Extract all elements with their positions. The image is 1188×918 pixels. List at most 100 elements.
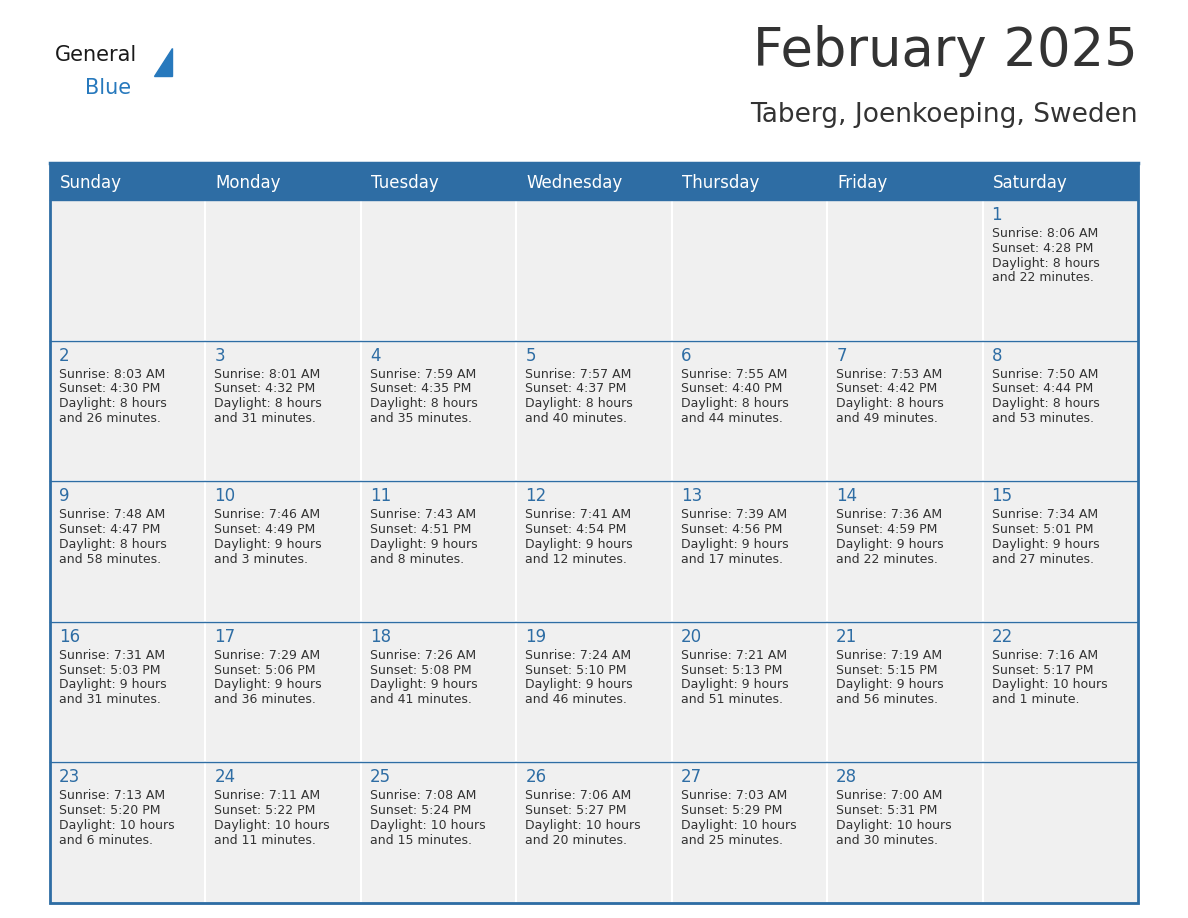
Polygon shape xyxy=(154,48,172,76)
Text: 6: 6 xyxy=(681,347,691,364)
Text: 4: 4 xyxy=(369,347,380,364)
Text: 21: 21 xyxy=(836,628,858,645)
FancyBboxPatch shape xyxy=(517,341,671,481)
Text: Thursday: Thursday xyxy=(682,174,759,192)
Text: 22: 22 xyxy=(992,628,1013,645)
Text: Sunset: 4:42 PM: Sunset: 4:42 PM xyxy=(836,383,937,396)
Text: Sunset: 4:49 PM: Sunset: 4:49 PM xyxy=(214,523,316,536)
Text: Daylight: 10 hours: Daylight: 10 hours xyxy=(525,819,640,832)
Text: Sunset: 5:08 PM: Sunset: 5:08 PM xyxy=(369,664,472,677)
FancyBboxPatch shape xyxy=(361,621,517,763)
Text: Daylight: 8 hours: Daylight: 8 hours xyxy=(59,397,166,410)
Text: Sunrise: 7:16 AM: Sunrise: 7:16 AM xyxy=(992,649,1098,662)
Text: Daylight: 9 hours: Daylight: 9 hours xyxy=(681,678,789,691)
FancyBboxPatch shape xyxy=(671,200,827,341)
Text: 14: 14 xyxy=(836,487,858,505)
FancyBboxPatch shape xyxy=(361,763,517,903)
FancyBboxPatch shape xyxy=(982,763,1138,903)
Text: General: General xyxy=(55,45,138,65)
Text: Daylight: 9 hours: Daylight: 9 hours xyxy=(836,538,943,551)
Text: Daylight: 8 hours: Daylight: 8 hours xyxy=(525,397,633,410)
Text: Sunrise: 7:43 AM: Sunrise: 7:43 AM xyxy=(369,509,476,521)
FancyBboxPatch shape xyxy=(982,200,1138,341)
Text: Sunrise: 7:00 AM: Sunrise: 7:00 AM xyxy=(836,789,942,802)
FancyBboxPatch shape xyxy=(50,481,206,621)
Text: Sunset: 4:47 PM: Sunset: 4:47 PM xyxy=(59,523,160,536)
Text: Daylight: 9 hours: Daylight: 9 hours xyxy=(214,538,322,551)
Text: Daylight: 10 hours: Daylight: 10 hours xyxy=(836,819,952,832)
Text: and 41 minutes.: and 41 minutes. xyxy=(369,693,472,706)
Text: 19: 19 xyxy=(525,628,546,645)
Text: and 56 minutes.: and 56 minutes. xyxy=(836,693,939,706)
Text: Sunrise: 7:19 AM: Sunrise: 7:19 AM xyxy=(836,649,942,662)
Text: Sunset: 5:24 PM: Sunset: 5:24 PM xyxy=(369,804,472,817)
Text: Sunset: 5:03 PM: Sunset: 5:03 PM xyxy=(59,664,160,677)
Text: and 11 minutes.: and 11 minutes. xyxy=(214,834,316,846)
Text: Sunset: 5:31 PM: Sunset: 5:31 PM xyxy=(836,804,937,817)
FancyBboxPatch shape xyxy=(517,763,671,903)
Text: 24: 24 xyxy=(214,768,235,787)
Text: Sunset: 5:20 PM: Sunset: 5:20 PM xyxy=(59,804,160,817)
Text: 25: 25 xyxy=(369,768,391,787)
Text: Sunset: 4:44 PM: Sunset: 4:44 PM xyxy=(992,383,1093,396)
Text: and 53 minutes.: and 53 minutes. xyxy=(992,412,1094,425)
Text: and 12 minutes.: and 12 minutes. xyxy=(525,553,627,565)
Text: and 25 minutes.: and 25 minutes. xyxy=(681,834,783,846)
Text: Sunrise: 7:29 AM: Sunrise: 7:29 AM xyxy=(214,649,321,662)
Text: 23: 23 xyxy=(59,768,81,787)
Text: 11: 11 xyxy=(369,487,391,505)
Text: and 1 minute.: and 1 minute. xyxy=(992,693,1079,706)
Text: Blue: Blue xyxy=(86,78,131,98)
FancyBboxPatch shape xyxy=(671,763,827,903)
Text: 27: 27 xyxy=(681,768,702,787)
Text: Sunrise: 8:03 AM: Sunrise: 8:03 AM xyxy=(59,367,165,381)
Text: Sunday: Sunday xyxy=(61,174,122,192)
Text: 17: 17 xyxy=(214,628,235,645)
Text: Sunset: 5:27 PM: Sunset: 5:27 PM xyxy=(525,804,627,817)
Text: and 17 minutes.: and 17 minutes. xyxy=(681,553,783,565)
Text: Sunset: 4:30 PM: Sunset: 4:30 PM xyxy=(59,383,160,396)
Text: 16: 16 xyxy=(59,628,80,645)
Text: Monday: Monday xyxy=(215,174,280,192)
Text: Sunrise: 7:03 AM: Sunrise: 7:03 AM xyxy=(681,789,786,802)
FancyBboxPatch shape xyxy=(982,621,1138,763)
Text: Sunrise: 7:57 AM: Sunrise: 7:57 AM xyxy=(525,367,632,381)
Text: Sunset: 5:13 PM: Sunset: 5:13 PM xyxy=(681,664,782,677)
Text: Sunrise: 7:24 AM: Sunrise: 7:24 AM xyxy=(525,649,631,662)
Text: Daylight: 8 hours: Daylight: 8 hours xyxy=(992,397,1099,410)
Text: 13: 13 xyxy=(681,487,702,505)
Text: Sunrise: 7:26 AM: Sunrise: 7:26 AM xyxy=(369,649,476,662)
Text: 15: 15 xyxy=(992,487,1012,505)
Text: Sunset: 5:10 PM: Sunset: 5:10 PM xyxy=(525,664,627,677)
FancyBboxPatch shape xyxy=(361,341,517,481)
Text: Saturday: Saturday xyxy=(992,174,1067,192)
Text: and 3 minutes.: and 3 minutes. xyxy=(214,553,309,565)
Text: Sunset: 4:32 PM: Sunset: 4:32 PM xyxy=(214,383,316,396)
Text: Daylight: 8 hours: Daylight: 8 hours xyxy=(681,397,789,410)
Text: Sunrise: 7:36 AM: Sunrise: 7:36 AM xyxy=(836,509,942,521)
Text: and 27 minutes.: and 27 minutes. xyxy=(992,553,1094,565)
Text: Daylight: 9 hours: Daylight: 9 hours xyxy=(59,678,166,691)
Text: 10: 10 xyxy=(214,487,235,505)
Text: 1: 1 xyxy=(992,206,1003,224)
Text: 26: 26 xyxy=(525,768,546,787)
Text: 8: 8 xyxy=(992,347,1001,364)
Text: and 31 minutes.: and 31 minutes. xyxy=(59,693,160,706)
Text: Daylight: 8 hours: Daylight: 8 hours xyxy=(992,257,1099,270)
Text: 7: 7 xyxy=(836,347,847,364)
Text: 28: 28 xyxy=(836,768,858,787)
Text: Sunset: 4:54 PM: Sunset: 4:54 PM xyxy=(525,523,626,536)
Text: Daylight: 8 hours: Daylight: 8 hours xyxy=(369,397,478,410)
FancyBboxPatch shape xyxy=(206,341,361,481)
Text: Sunset: 5:15 PM: Sunset: 5:15 PM xyxy=(836,664,937,677)
Text: and 35 minutes.: and 35 minutes. xyxy=(369,412,472,425)
FancyBboxPatch shape xyxy=(517,481,671,621)
Text: Sunrise: 7:48 AM: Sunrise: 7:48 AM xyxy=(59,509,165,521)
Text: Sunset: 4:37 PM: Sunset: 4:37 PM xyxy=(525,383,626,396)
Text: and 31 minutes.: and 31 minutes. xyxy=(214,412,316,425)
Text: Sunrise: 7:31 AM: Sunrise: 7:31 AM xyxy=(59,649,165,662)
Text: 9: 9 xyxy=(59,487,70,505)
Text: Daylight: 10 hours: Daylight: 10 hours xyxy=(214,819,330,832)
Text: Sunset: 5:06 PM: Sunset: 5:06 PM xyxy=(214,664,316,677)
Text: Sunrise: 7:06 AM: Sunrise: 7:06 AM xyxy=(525,789,632,802)
